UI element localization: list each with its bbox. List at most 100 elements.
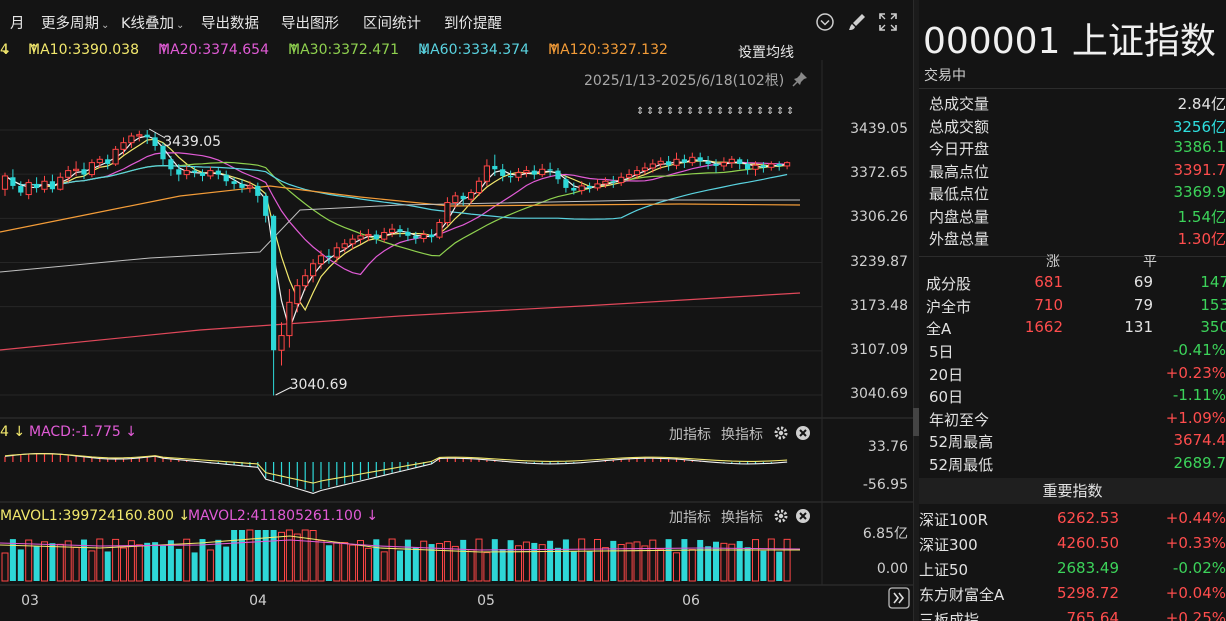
candlestick[interactable] <box>539 163 546 178</box>
candlestick[interactable] <box>436 219 443 240</box>
price-alert-button[interactable]: 到价提醒 <box>444 16 502 32</box>
candlestick[interactable] <box>657 157 664 170</box>
candlestick[interactable] <box>18 181 24 196</box>
candlestick[interactable] <box>112 145 119 166</box>
candlestick[interactable] <box>555 167 561 184</box>
candlestick[interactable] <box>389 223 396 238</box>
candlestick[interactable] <box>96 155 103 168</box>
candlestick[interactable] <box>641 162 648 175</box>
candlestick[interactable] <box>207 166 214 180</box>
candlestick[interactable] <box>452 191 459 208</box>
candlestick[interactable] <box>413 231 419 244</box>
candlestick[interactable] <box>183 165 190 180</box>
candlestick[interactable] <box>429 229 435 243</box>
candlestick[interactable] <box>41 175 48 193</box>
candlestick[interactable] <box>475 177 483 196</box>
candlestick[interactable] <box>223 170 229 186</box>
candlestick[interactable] <box>728 155 735 168</box>
candlestick[interactable] <box>666 155 672 171</box>
candlestick[interactable] <box>120 137 127 155</box>
candlestick[interactable] <box>752 161 759 176</box>
candlestick[interactable] <box>192 166 198 178</box>
candlestick[interactable] <box>500 163 506 182</box>
candlestick[interactable] <box>373 230 379 244</box>
candlestick[interactable] <box>776 161 782 171</box>
candlestick[interactable] <box>381 227 388 243</box>
candlestick[interactable] <box>745 159 751 175</box>
candlestick[interactable] <box>239 179 245 193</box>
candlestick[interactable] <box>784 161 791 170</box>
candlestick[interactable] <box>365 229 372 242</box>
scroll-right-icon[interactable] <box>888 587 910 609</box>
candlestick[interactable] <box>128 132 135 148</box>
candlestick[interactable] <box>633 165 641 180</box>
candlestick[interactable] <box>136 130 143 142</box>
candlestick[interactable] <box>508 170 514 183</box>
candlestick[interactable] <box>176 163 182 182</box>
candlestick[interactable] <box>168 155 174 176</box>
candlestick[interactable] <box>286 289 293 348</box>
candlestick[interactable] <box>594 179 601 191</box>
candlestick[interactable] <box>515 167 522 182</box>
macd-add-indicator[interactable]: 加指标 <box>669 427 711 443</box>
candlestick[interactable] <box>420 230 427 243</box>
candlestick[interactable] <box>199 169 206 182</box>
candlestick[interactable] <box>649 159 656 173</box>
candlestick[interactable] <box>10 169 16 190</box>
candlestick[interactable] <box>73 161 80 176</box>
vol-switch-indicator[interactable]: 换指标 <box>721 510 763 526</box>
candlestick[interactable] <box>689 152 696 166</box>
candlestick[interactable] <box>578 181 585 195</box>
candlestick[interactable] <box>563 175 569 193</box>
candlestick[interactable] <box>571 182 577 195</box>
pin-icon[interactable] <box>792 71 808 87</box>
candlestick[interactable] <box>397 225 403 238</box>
candlestick[interactable] <box>25 179 32 200</box>
candlestick[interactable] <box>310 259 317 283</box>
candlestick[interactable] <box>215 167 221 180</box>
vol-add-indicator[interactable]: 加指标 <box>669 510 711 526</box>
candlestick[interactable] <box>713 159 719 173</box>
candlestick[interactable] <box>65 165 72 183</box>
candlestick[interactable] <box>263 192 269 223</box>
candlestick[interactable] <box>278 322 285 366</box>
candlestick[interactable] <box>152 132 158 151</box>
range-stats-button[interactable]: 区间统计 <box>363 16 421 32</box>
candlestick[interactable] <box>81 162 87 180</box>
candlestick[interactable] <box>302 269 309 291</box>
candlestick[interactable] <box>523 165 530 178</box>
candlestick[interactable] <box>720 157 727 171</box>
candlestick[interactable] <box>271 214 277 396</box>
fullscreen-icon[interactable] <box>877 11 899 33</box>
candlestick[interactable] <box>255 182 261 203</box>
divider-handle[interactable] <box>913 408 919 436</box>
candlestick[interactable] <box>405 227 411 242</box>
candlestick[interactable] <box>34 177 40 193</box>
candlestick[interactable] <box>1 172 9 196</box>
candlestick[interactable] <box>49 174 55 193</box>
chart-canvas[interactable]: ⇕ ⇕ ⇕ ⇕ ⇕ ⇕ ⇕ ⇕ ⇕ ⇕ ⇕ ⇕ ⇕ ⇕ ⇕ ⇕ <box>0 60 913 621</box>
candlestick[interactable] <box>673 152 680 170</box>
export-image-button[interactable]: 导出图形 <box>281 16 339 32</box>
candlestick[interactable] <box>326 249 332 264</box>
candlestick[interactable] <box>737 157 743 170</box>
candlestick[interactable] <box>492 154 498 176</box>
candlestick[interactable] <box>618 172 625 186</box>
candlestick[interactable] <box>547 162 553 176</box>
gear-icon[interactable] <box>773 425 789 441</box>
candlestick[interactable] <box>610 175 616 188</box>
close-icon[interactable] <box>795 425 811 441</box>
candlestick[interactable] <box>341 239 348 253</box>
candlestick[interactable] <box>602 177 609 188</box>
candlestick[interactable] <box>531 165 537 180</box>
kline-overlay-dropdown[interactable]: K线叠加 ⌄ <box>121 12 184 33</box>
candlestick[interactable] <box>626 169 633 182</box>
candlestick[interactable] <box>760 161 766 173</box>
candlestick[interactable] <box>444 197 451 226</box>
candlestick[interactable] <box>705 155 711 170</box>
period-month-button[interactable]: 月 <box>10 16 25 32</box>
brush-icon[interactable] <box>846 11 868 33</box>
panel-divider[interactable] <box>913 0 919 621</box>
candlestick[interactable] <box>246 181 254 193</box>
chevron-circle-icon[interactable] <box>814 11 836 33</box>
